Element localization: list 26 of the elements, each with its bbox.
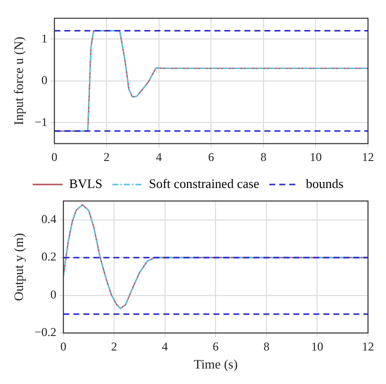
legend-label: bounds [306,176,344,191]
x-tick-label: 12 [362,339,374,354]
y-tick-label: 1 [41,31,48,46]
x-tick-label: 4 [156,150,162,164]
y-tick-label: 0 [41,73,48,88]
x-tick-label: 6 [212,339,219,354]
legend-label: Soft constrained case [148,176,260,191]
x-tick-label: 12 [362,150,374,164]
y-tick-label: 0.2 [41,250,56,264]
y-tick-label: 0 [50,287,56,302]
x-tick-label: 6 [208,150,214,164]
y-tick-label: 0.4 [41,212,56,226]
x-tick-label: 10 [310,150,322,164]
x-tick-label: 10 [311,339,324,354]
x-tick-label: 0 [60,339,66,354]
y-axis-title: Input force u (N) [11,36,26,126]
x-tick-label: 8 [263,339,270,354]
x-tick-label: 4 [162,339,168,354]
x-tick-label: 2 [111,339,118,354]
y-tick-label: −0.2 [34,325,56,340]
x-tick-label: 2 [104,150,110,164]
x-axis-title: Time (s) [194,356,238,372]
legend-label: BVLS [69,176,102,191]
x-tick-label: 8 [260,150,266,164]
y-axis-title: Output y (m) [11,233,26,301]
y-tick-label: −1 [34,114,48,129]
